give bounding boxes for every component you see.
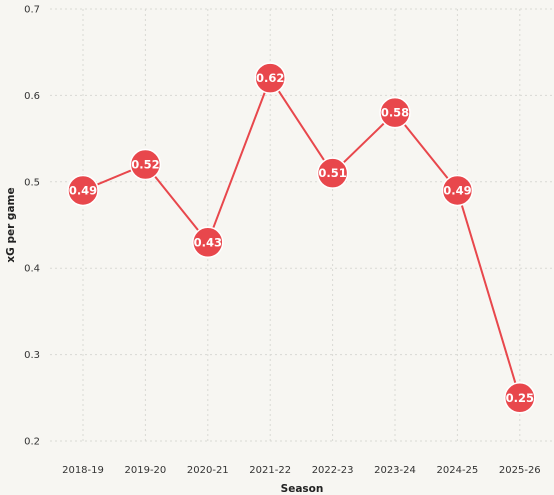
data-point-label: 0.62 xyxy=(256,71,284,85)
y-tick-label: 0.3 xyxy=(24,350,40,361)
x-gridlines xyxy=(83,9,520,441)
data-point: 0.43 xyxy=(193,227,223,257)
data-point: 0.49 xyxy=(68,175,98,205)
data-points: 0.49 0.52 0.43 0.62 0.51 0.58 0.49 0.25 xyxy=(68,63,535,413)
x-axis-title: Season xyxy=(281,483,324,495)
data-point-label: 0.51 xyxy=(318,166,346,180)
y-gridlines xyxy=(50,9,554,441)
y-tick-label: 0.2 xyxy=(24,437,40,448)
x-tick-label: 2022-23 xyxy=(312,465,354,476)
x-axis-ticks: 2018-19 2019-20 2020-21 2021-22 2022-23 2023-… xyxy=(62,465,541,476)
x-tick-label: 2021-22 xyxy=(249,465,291,476)
data-point: 0.51 xyxy=(318,158,348,188)
data-point: 0.49 xyxy=(442,175,472,205)
data-point: 0.62 xyxy=(255,63,285,93)
data-point: 0.52 xyxy=(130,150,160,180)
series-line xyxy=(83,78,520,398)
data-point-label: 0.49 xyxy=(69,183,97,197)
x-tick-label: 2020-21 xyxy=(187,465,229,476)
y-axis-ticks: 0.2 0.3 0.4 0.5 0.6 0.7 xyxy=(24,5,40,448)
y-axis-title: xG per game xyxy=(5,187,17,262)
data-point-label: 0.25 xyxy=(506,391,534,405)
x-tick-label: 2023-24 xyxy=(374,465,416,476)
data-point-label: 0.58 xyxy=(381,106,409,120)
data-point: 0.25 xyxy=(505,383,535,413)
y-tick-label: 0.4 xyxy=(24,264,40,275)
y-tick-label: 0.7 xyxy=(24,5,40,16)
y-tick-label: 0.5 xyxy=(24,177,40,188)
x-tick-label: 2024-25 xyxy=(437,465,479,476)
x-tick-label: 2018-19 xyxy=(62,465,104,476)
x-tick-label: 2025-26 xyxy=(499,465,541,476)
y-tick-label: 0.6 xyxy=(24,91,40,102)
x-tick-label: 2019-20 xyxy=(125,465,167,476)
data-point: 0.58 xyxy=(380,98,410,128)
data-point-label: 0.52 xyxy=(131,158,159,172)
data-point-label: 0.43 xyxy=(194,235,222,249)
data-point-label: 0.49 xyxy=(443,183,471,197)
